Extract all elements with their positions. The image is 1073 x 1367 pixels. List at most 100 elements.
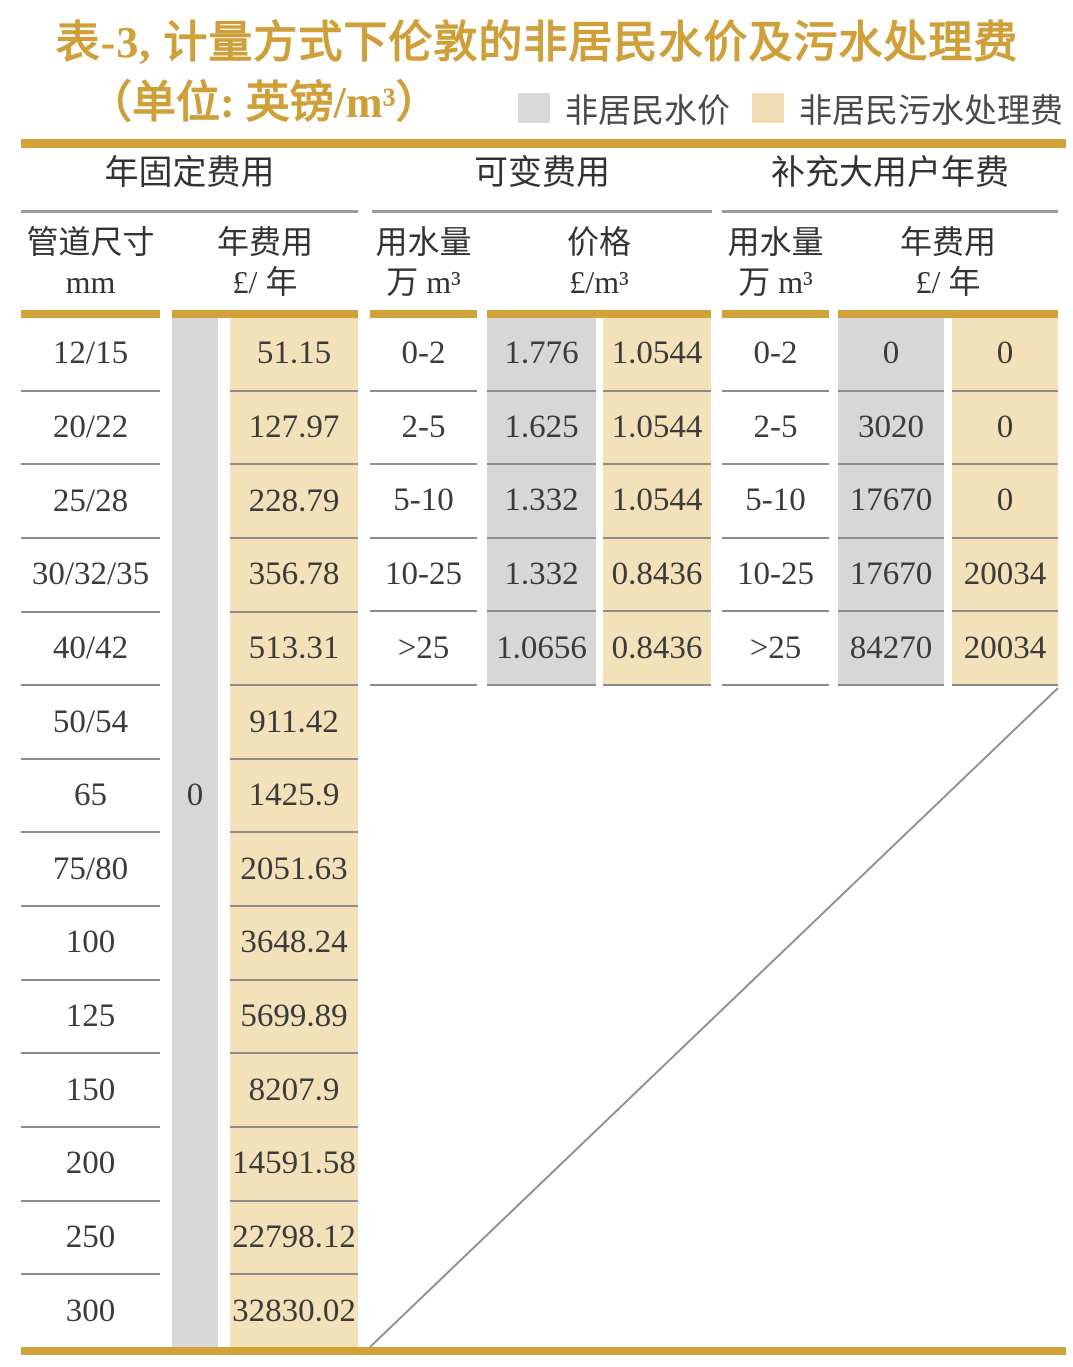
table-cell: 12/15 [21, 318, 160, 392]
group-underline-large-user-fee [722, 210, 1058, 213]
table-cell: 0-2 [370, 318, 477, 392]
group-title-variable-fee: 可变费用 [474, 155, 610, 192]
table-cell: 0 [838, 318, 944, 392]
bottom-rule [21, 1347, 1066, 1355]
table-title: 表-3, 计量方式下伦敦的非居民水价及污水处理费 [55, 18, 1019, 67]
table-cell: 32830.02 [232, 1292, 356, 1329]
table-cell: 1.332 [487, 465, 596, 539]
top-rule [21, 139, 1066, 148]
table-cell: 100 [21, 907, 160, 981]
table-cell: 1425.9 [230, 760, 358, 834]
header-line-2: 万 m³ [738, 264, 813, 300]
table-cell: 0 [952, 465, 1058, 539]
table-cell: >25 [722, 612, 829, 686]
table-cell: 84270 [838, 612, 944, 686]
table-cell: 22798.12 [230, 1202, 358, 1276]
group-underline-variable-fee [372, 210, 712, 213]
water-price-merged-cell: 0 [172, 318, 218, 1347]
table-cell: 1.0544 [603, 392, 711, 466]
water-price-column-large-user: 0 3020 17670 17670 84270 [838, 318, 944, 686]
table-cell: 5-10 [722, 465, 829, 539]
table-cell: 513.31 [230, 613, 358, 687]
header-gold-rule [21, 310, 160, 318]
table-cell: >25 [370, 612, 477, 686]
legend-item-sewage-fee: 非居民污水处理费 [730, 84, 1063, 132]
legend: 非居民水价 非居民污水处理费 [518, 84, 1063, 132]
usage-column-variable: 0-2 2-5 5-10 10-25 >25 [370, 318, 477, 686]
table-cell: 200 [21, 1128, 160, 1202]
table-cell: 8207.9 [230, 1054, 358, 1129]
table-cell: 2-5 [370, 392, 477, 466]
table-cell: 2-5 [722, 392, 829, 466]
table-cell: 65 [21, 760, 160, 834]
table-cell: 1.332 [487, 539, 596, 613]
table-cell: 51.15 [230, 318, 358, 392]
usage-column-large-user: 0-2 2-5 5-10 10-25 >25 [722, 318, 829, 686]
pipe-size-column: 12/15 20/22 25/28 30/32/35 40/42 50/54 6… [21, 318, 160, 1347]
table-cell: 3648.24 [230, 907, 358, 981]
legend-item-water-price: 非居民水价 [518, 84, 730, 132]
group-title-large-user-fee: 补充大用户年费 [771, 155, 1009, 192]
water-price-column-variable: 1.776 1.625 1.332 1.332 1.0656 [487, 318, 596, 686]
header-line-1: 年费用 [216, 224, 313, 260]
legend-swatch-sewage-fee-icon [752, 93, 784, 123]
column-header-annual-fee-fixed: 年费用 £/ 年 [172, 222, 358, 302]
group-title-fixed-fee: 年固定费用 [104, 155, 275, 192]
table-cell: 250 [21, 1202, 160, 1276]
table-cell: 0 [952, 318, 1058, 392]
table-cell: 14591.58 [230, 1128, 358, 1202]
table-cell: 0-2 [722, 318, 829, 392]
table-cell: 0 [952, 392, 1058, 466]
header-gold-rule [487, 310, 711, 318]
header-line-1: 用水量 [375, 224, 472, 260]
column-header-pipe-size: 管道尺寸 mm [21, 222, 160, 302]
table-cell: 5699.89 [230, 981, 358, 1055]
table-cell: 1.0656 [487, 612, 596, 686]
table-cell: 1.625 [487, 392, 596, 466]
table-cell: 40/42 [21, 613, 160, 687]
column-header-annual-fee-large-user: 年费用 £/ 年 [838, 222, 1058, 302]
column-header-price-variable: 价格 £/m³ [487, 222, 711, 302]
header-line-2: £/m³ [569, 264, 629, 300]
header-line-1: 价格 [566, 224, 631, 260]
table-cell: 150 [21, 1054, 160, 1129]
table-cell: 1.0544 [603, 465, 711, 539]
header-gold-rule [370, 310, 477, 318]
annual-fee-column-fixed: 51.15 127.97 228.79 356.78 513.31 911.42… [230, 318, 358, 1347]
legend-swatch-water-price-icon [518, 93, 550, 123]
table-cell: 3020 [838, 392, 944, 466]
table-cell: 911.42 [230, 686, 358, 760]
header-gold-rule [838, 310, 1058, 318]
table-cell: 0.8436 [603, 539, 711, 613]
header-line-1: 管道尺寸 [26, 224, 155, 260]
table-cell: 17670 [838, 465, 944, 539]
column-header-usage-variable: 用水量 万 m³ [370, 222, 477, 302]
table-cell: 300 [65, 1292, 116, 1329]
table-cell: 10-25 [722, 539, 829, 613]
table-cell: 20034 [952, 539, 1058, 613]
table-cell: 356.78 [230, 539, 358, 613]
legend-label-water-price: 非居民水价 [565, 94, 730, 130]
table-cell: 25/28 [21, 465, 160, 539]
table-cell: 75/80 [21, 833, 160, 908]
header-line-2: 万 m³ [386, 264, 461, 300]
header-line-2: £/ 年 [915, 264, 981, 300]
table-unit: （单位: 英镑/m³） [88, 78, 440, 127]
table-cell: 0.8436 [603, 612, 711, 686]
header-line-2: mm [65, 264, 116, 300]
table-cell: 50/54 [21, 686, 160, 760]
table-cell: 125 [21, 981, 160, 1055]
table-cell: 20034 [952, 612, 1058, 686]
header-gold-rule [172, 310, 358, 318]
table-cell: 1.0544 [603, 318, 711, 392]
table-cell: 2051.63 [230, 833, 358, 908]
header-line-2: £/ 年 [232, 264, 298, 300]
water-price-zero-value: 0 [186, 777, 204, 813]
table-cell: 10-25 [370, 539, 477, 613]
table-cell: 17670 [838, 539, 944, 613]
table-cell: 5-10 [370, 465, 477, 539]
header-line-1: 用水量 [727, 224, 824, 260]
group-underline-fixed-fee [21, 210, 358, 213]
header-line-1: 年费用 [899, 224, 996, 260]
